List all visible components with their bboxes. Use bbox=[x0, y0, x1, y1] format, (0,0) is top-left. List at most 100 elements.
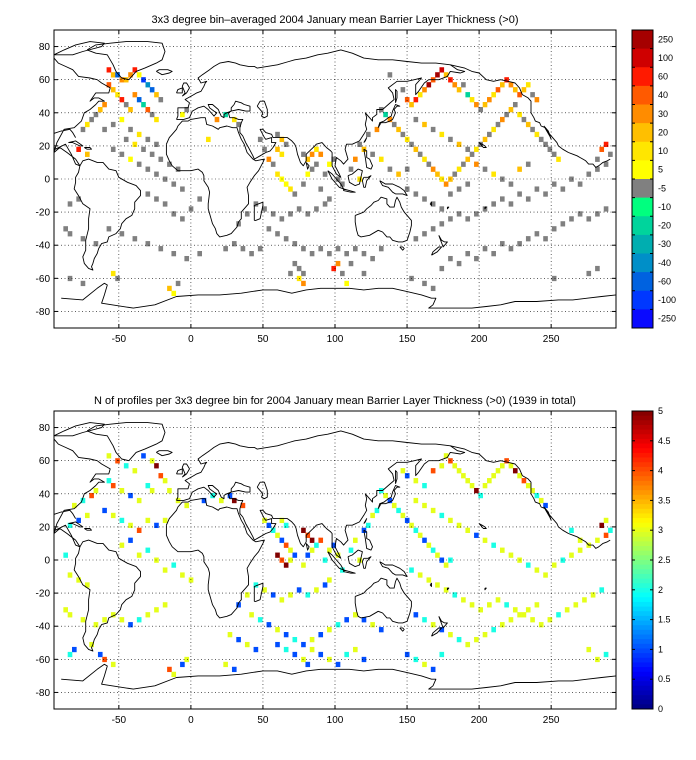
bin-cell bbox=[586, 646, 592, 653]
bin-cell bbox=[292, 191, 298, 197]
colorbar-swatch bbox=[632, 434, 653, 440]
bin-cell bbox=[525, 483, 531, 489]
bin-cell bbox=[577, 537, 583, 543]
x-tick-label: 100 bbox=[327, 334, 344, 345]
bin-cell bbox=[110, 661, 116, 668]
coastline-segment bbox=[363, 137, 368, 143]
bin-cell bbox=[504, 111, 509, 118]
bin-cell bbox=[322, 582, 328, 588]
colorbar-swatch bbox=[632, 197, 653, 217]
coastline-segment bbox=[305, 162, 310, 170]
bin-cell bbox=[582, 597, 587, 603]
bin-cell bbox=[288, 211, 293, 217]
bin-cell bbox=[132, 141, 138, 148]
bin-cell bbox=[301, 527, 306, 533]
bin-cell bbox=[478, 492, 484, 499]
bin-cell bbox=[547, 146, 553, 152]
bl-thickness-panel: 3x3 degree bin–averaged 2004 January mea… bbox=[36, 14, 676, 345]
bin-cell bbox=[603, 532, 609, 538]
bin-cell bbox=[586, 171, 592, 177]
bin-cell bbox=[487, 478, 492, 484]
bin-cell bbox=[560, 557, 566, 563]
bin-cell bbox=[534, 231, 540, 237]
bin-cell bbox=[439, 627, 445, 633]
bin-cell bbox=[491, 627, 496, 633]
bin-cell bbox=[353, 246, 358, 252]
bin-cell bbox=[517, 612, 522, 618]
bin-cell bbox=[283, 141, 289, 148]
bin-cell bbox=[301, 246, 306, 252]
bin-cell bbox=[223, 246, 228, 252]
colorbar-swatch bbox=[632, 30, 653, 50]
coastline-segment bbox=[377, 104, 401, 128]
bin-cell bbox=[512, 102, 518, 108]
colorbar-swatch bbox=[632, 601, 653, 607]
bin-cell bbox=[283, 236, 289, 242]
colorbar-label: 1 bbox=[658, 644, 663, 654]
bin-cell bbox=[422, 617, 427, 623]
bin-cell bbox=[244, 592, 250, 598]
bin-cell bbox=[474, 255, 479, 262]
colorbar-swatch bbox=[632, 583, 653, 589]
bin-cell bbox=[409, 522, 414, 529]
bin-cell bbox=[331, 156, 337, 162]
bin-cell bbox=[318, 246, 324, 252]
bin-cell bbox=[353, 612, 358, 618]
coastline-segment bbox=[399, 627, 405, 632]
bin-cell bbox=[231, 241, 237, 247]
bin-cell bbox=[197, 251, 203, 257]
bin-cell bbox=[145, 547, 151, 553]
bin-cell bbox=[595, 166, 600, 172]
coastline-segment bbox=[363, 148, 373, 170]
bin-cell bbox=[482, 136, 488, 143]
colorbar-swatch bbox=[632, 499, 653, 505]
bin-cell bbox=[400, 468, 406, 474]
colorbar-swatch bbox=[632, 536, 653, 542]
bin-cell bbox=[283, 632, 289, 638]
colorbar-swatch bbox=[632, 695, 653, 701]
coastline-segment bbox=[165, 498, 265, 619]
bin-cell bbox=[158, 97, 164, 103]
coastline-segment bbox=[54, 41, 105, 56]
y-tick-label: -20 bbox=[36, 208, 51, 219]
bin-cell bbox=[491, 171, 496, 177]
bin-cell bbox=[262, 587, 267, 593]
coastline-segment bbox=[156, 450, 173, 457]
bin-cell bbox=[279, 216, 285, 222]
colorbar-label: 3 bbox=[658, 525, 663, 535]
bin-cell bbox=[67, 572, 73, 578]
bin-cell bbox=[167, 666, 172, 673]
bin-cell bbox=[461, 597, 466, 603]
coastline-segment bbox=[438, 616, 448, 629]
coastline-segment bbox=[84, 528, 92, 531]
colorbar-label: 0 bbox=[658, 704, 663, 714]
bin-cell bbox=[469, 97, 475, 103]
bin-cell bbox=[504, 458, 509, 464]
bin-cell bbox=[283, 646, 289, 653]
bin-cell bbox=[314, 206, 319, 212]
colorbar-swatch bbox=[632, 490, 653, 496]
bin-cell bbox=[106, 67, 112, 73]
bin-cell bbox=[149, 111, 155, 118]
bin-cell bbox=[452, 463, 458, 469]
bin-cell bbox=[543, 141, 548, 148]
colorbar-swatch bbox=[632, 123, 653, 143]
bin-cell bbox=[569, 176, 574, 182]
chart-title: 3x3 degree bin–averaged 2004 January mea… bbox=[152, 14, 519, 26]
bin-cell bbox=[327, 547, 332, 553]
bin-cell bbox=[430, 201, 436, 207]
colorbar-swatch bbox=[632, 513, 653, 519]
bin-cell bbox=[102, 617, 107, 623]
bin-cell bbox=[564, 607, 570, 613]
bin-cell bbox=[296, 587, 302, 593]
bin-cell bbox=[275, 552, 280, 558]
bin-cell bbox=[413, 497, 419, 504]
bin-cell bbox=[314, 161, 319, 167]
bin-cell bbox=[80, 497, 86, 504]
bin-cell bbox=[309, 151, 315, 157]
bin-cell bbox=[495, 597, 501, 603]
colorbar-swatch bbox=[632, 452, 653, 458]
colorbar-swatch bbox=[632, 216, 653, 236]
colorbar-label: 30 bbox=[658, 109, 668, 119]
x-tick-label: 200 bbox=[471, 715, 488, 726]
